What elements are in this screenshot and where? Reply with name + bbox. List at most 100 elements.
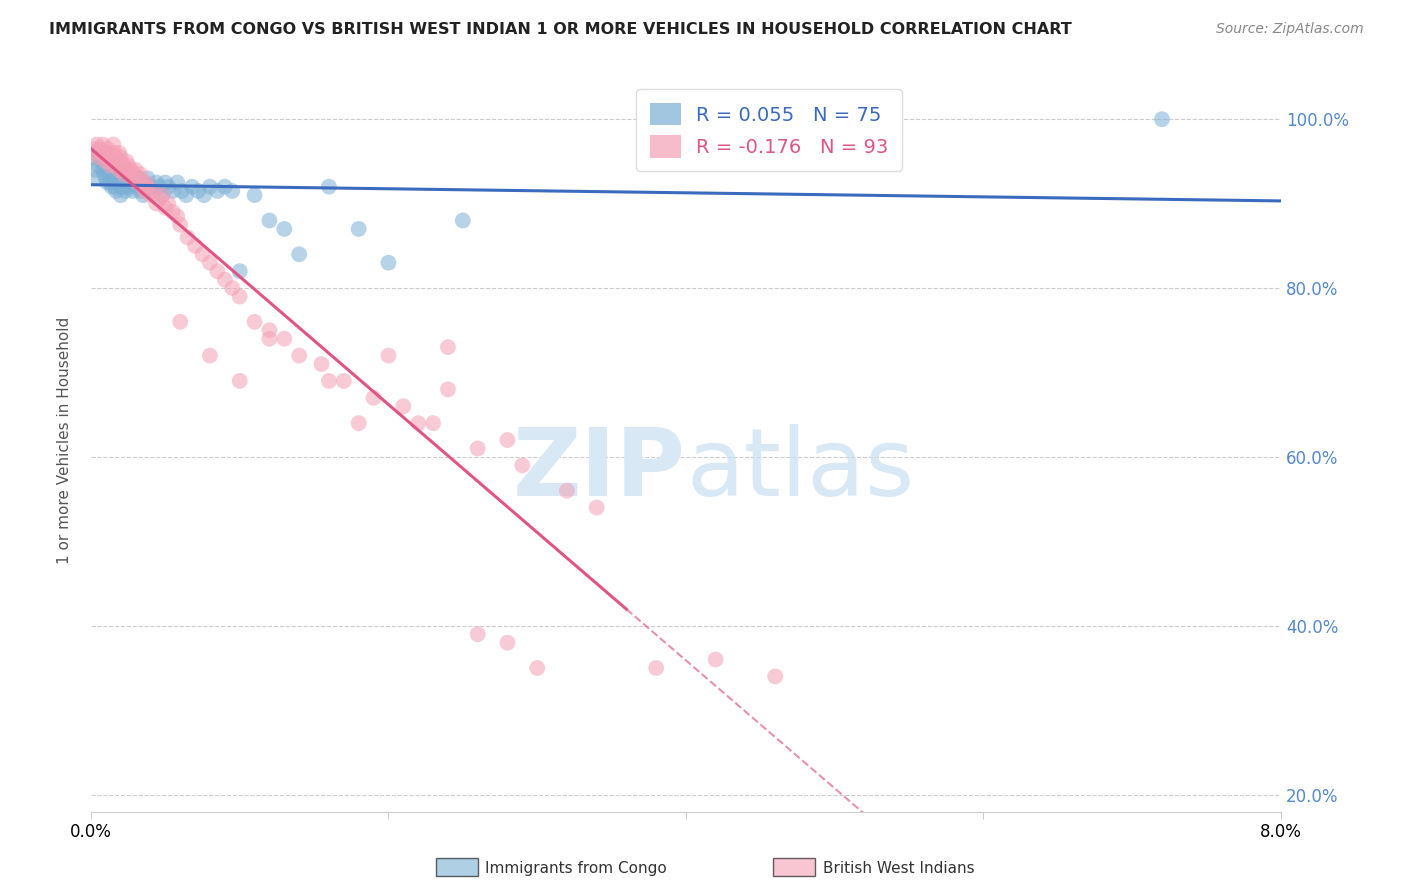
Point bbox=[169, 218, 191, 232]
Point bbox=[122, 167, 145, 181]
Point bbox=[108, 162, 131, 177]
Point bbox=[117, 167, 139, 181]
Point bbox=[142, 184, 165, 198]
Point bbox=[84, 142, 107, 156]
Point bbox=[91, 137, 114, 152]
Point bbox=[148, 179, 170, 194]
Point bbox=[121, 184, 143, 198]
Point bbox=[157, 196, 180, 211]
Point bbox=[363, 391, 385, 405]
Text: Source: ZipAtlas.com: Source: ZipAtlas.com bbox=[1216, 22, 1364, 37]
Point bbox=[184, 239, 207, 253]
Point bbox=[124, 162, 146, 177]
Point bbox=[111, 162, 134, 177]
Point bbox=[150, 188, 173, 202]
Point bbox=[112, 159, 135, 173]
Point bbox=[148, 193, 170, 207]
Point bbox=[467, 442, 489, 456]
Text: ZIP: ZIP bbox=[513, 424, 686, 516]
Point bbox=[87, 150, 110, 164]
Point bbox=[124, 176, 146, 190]
Point bbox=[259, 213, 281, 227]
Point bbox=[139, 179, 162, 194]
Point bbox=[129, 167, 152, 181]
Point bbox=[107, 154, 129, 169]
Y-axis label: 1 or more Vehicles in Household: 1 or more Vehicles in Household bbox=[58, 317, 72, 564]
Point bbox=[128, 171, 150, 186]
Point bbox=[94, 171, 117, 186]
Point bbox=[89, 142, 111, 156]
Point bbox=[134, 184, 156, 198]
Point bbox=[103, 137, 125, 152]
Point bbox=[311, 357, 333, 371]
Point bbox=[273, 332, 295, 346]
Point bbox=[496, 433, 519, 447]
Point bbox=[107, 162, 129, 177]
Point bbox=[90, 154, 112, 169]
Point bbox=[100, 150, 122, 164]
Point bbox=[93, 167, 115, 181]
Point bbox=[98, 159, 121, 173]
Point bbox=[96, 154, 118, 169]
Point bbox=[422, 416, 444, 430]
Point bbox=[136, 171, 159, 186]
Point bbox=[132, 179, 155, 194]
Point bbox=[97, 159, 120, 173]
Point bbox=[243, 315, 266, 329]
Point bbox=[89, 150, 111, 164]
Point bbox=[135, 179, 157, 194]
Point bbox=[585, 500, 607, 515]
Point bbox=[214, 272, 236, 286]
Point bbox=[139, 188, 162, 202]
Point bbox=[377, 256, 399, 270]
Point bbox=[207, 184, 229, 198]
Point bbox=[91, 145, 114, 160]
Point bbox=[93, 150, 115, 164]
Point bbox=[96, 176, 118, 190]
Point bbox=[136, 179, 159, 194]
Point bbox=[110, 150, 132, 164]
Point bbox=[166, 176, 188, 190]
Point bbox=[221, 281, 243, 295]
Point bbox=[128, 171, 150, 186]
Point bbox=[451, 213, 474, 227]
Point bbox=[118, 167, 141, 181]
Point bbox=[125, 176, 148, 190]
Point bbox=[94, 154, 117, 169]
Legend: R = 0.055   N = 75, R = -0.176   N = 93: R = 0.055 N = 75, R = -0.176 N = 93 bbox=[636, 89, 903, 171]
Point bbox=[132, 188, 155, 202]
Point bbox=[526, 661, 548, 675]
Point bbox=[145, 196, 167, 211]
Point bbox=[198, 179, 221, 194]
Point bbox=[169, 315, 191, 329]
Point bbox=[125, 179, 148, 194]
Point bbox=[243, 188, 266, 202]
Point bbox=[496, 635, 519, 649]
Text: Immigrants from Congo: Immigrants from Congo bbox=[485, 862, 666, 876]
Point bbox=[645, 661, 668, 675]
Point bbox=[134, 176, 156, 190]
Point bbox=[377, 349, 399, 363]
Point bbox=[155, 176, 177, 190]
Point bbox=[94, 159, 117, 173]
Point bbox=[170, 184, 193, 198]
Point bbox=[105, 171, 128, 186]
Point bbox=[259, 332, 281, 346]
Point bbox=[107, 176, 129, 190]
Point bbox=[467, 627, 489, 641]
Point bbox=[214, 179, 236, 194]
Point bbox=[110, 179, 132, 194]
Point bbox=[142, 184, 165, 198]
Point bbox=[117, 179, 139, 194]
Point bbox=[437, 340, 460, 354]
Point bbox=[110, 154, 132, 169]
Point bbox=[763, 669, 786, 683]
Point bbox=[176, 230, 198, 244]
Point bbox=[90, 145, 112, 160]
Point bbox=[155, 201, 177, 215]
Point bbox=[118, 171, 141, 186]
Point bbox=[198, 349, 221, 363]
Point bbox=[104, 159, 127, 173]
Point bbox=[157, 179, 180, 194]
Point bbox=[108, 167, 131, 181]
